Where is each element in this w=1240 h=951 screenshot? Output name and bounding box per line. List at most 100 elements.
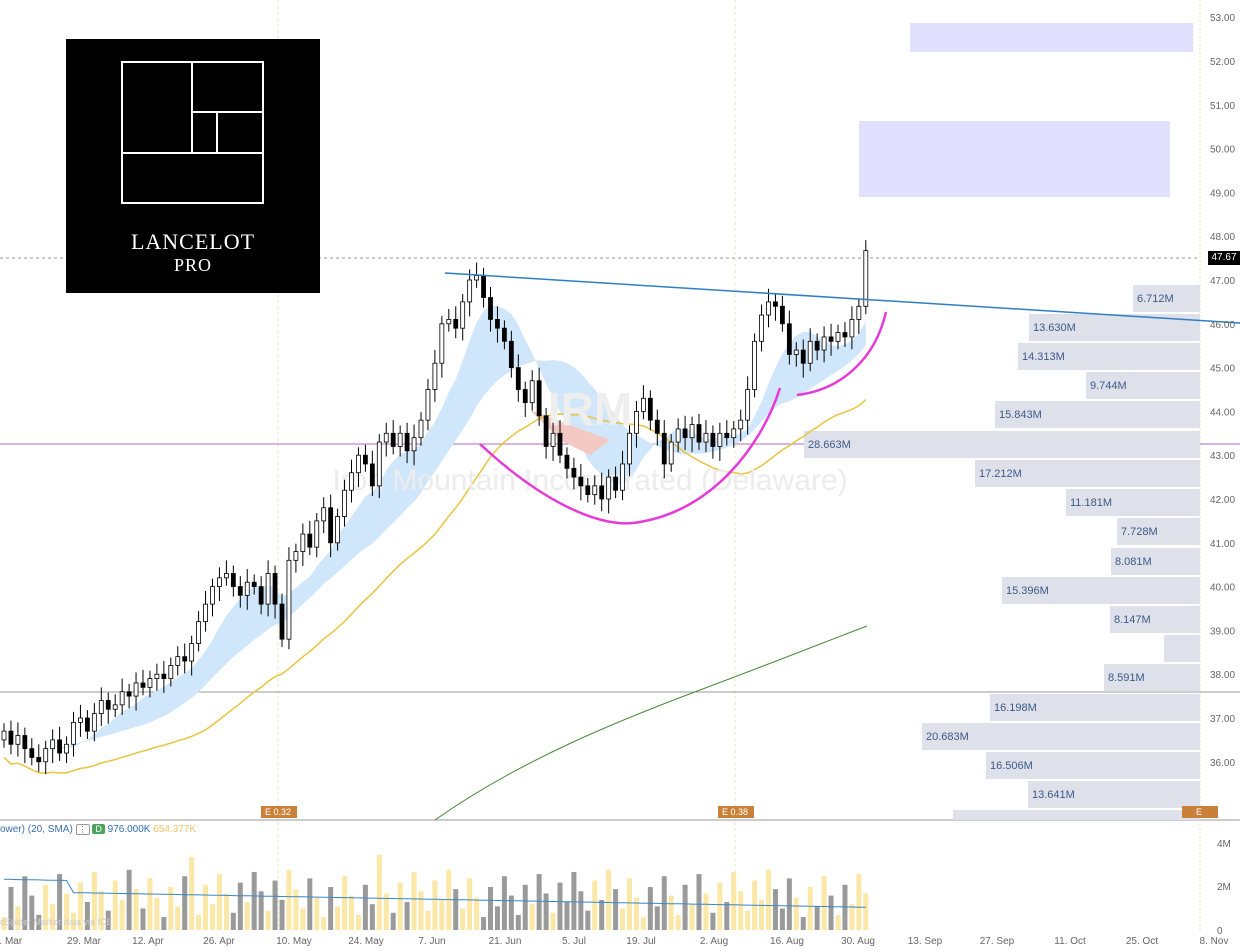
candle-body: [314, 520, 320, 548]
candle-body: [369, 463, 375, 487]
candle-body: [759, 314, 764, 342]
volume-bar: [105, 910, 111, 930]
candle-body: [307, 533, 313, 548]
candle-body: [78, 717, 83, 723]
volume-bars: [1, 854, 869, 930]
y-tick-label: 40.00: [1210, 583, 1235, 594]
candle-body: [342, 489, 347, 517]
candle-body: [230, 573, 236, 588]
volume-profile-label: 15.396M: [1006, 585, 1049, 597]
candle-body: [210, 586, 215, 605]
earnings-label: E: [1196, 807, 1202, 817]
volume-profile-bar: [1133, 285, 1200, 312]
volume-bar: [682, 884, 688, 930]
volume-profile-label: 13.630M: [1033, 322, 1076, 334]
candle-body: [91, 713, 97, 732]
candle-body: [627, 432, 632, 465]
volume-bar: [425, 910, 431, 930]
axes: 36.00 37.00 38.00 39.00 40.00 41.00 42.00 43.00…: [0, 13, 1235, 947]
candle-body: [606, 476, 612, 500]
ema-band-bearish: [530, 410, 610, 455]
candle-body: [515, 367, 521, 390]
logo-subtitle: PRO: [173, 255, 212, 275]
volume-bar: [494, 906, 500, 930]
candle-body: [835, 332, 841, 342]
candle-body: [29, 748, 35, 758]
volume-bar: [731, 871, 737, 930]
y-tick-label: 36.00: [1210, 758, 1235, 769]
cup-curve: [479, 387, 782, 525]
volume-bar: [22, 876, 28, 930]
candle-body: [196, 621, 202, 644]
candle-body: [710, 432, 716, 447]
y-tick-label: 44.00: [1210, 407, 1235, 418]
volume-bar: [251, 871, 257, 930]
earnings-marker: [1182, 806, 1218, 818]
volume-study-label[interactable]: ower) (20, SMA) ⋮ D 976.000K 654.377K: [0, 824, 196, 835]
supply-zone: [859, 121, 1170, 197]
volume-bar: [244, 902, 250, 930]
volume-bar: [140, 908, 146, 930]
volume-bar: [15, 906, 21, 930]
y-tick-label: 52.00: [1210, 57, 1235, 68]
x-tick-label: 21. Jun: [489, 936, 522, 947]
volume-bar: [133, 889, 139, 930]
volume-bar: [474, 897, 480, 930]
x-tick-label: 30. Aug: [841, 936, 875, 947]
lancelot-logo: LANCELOT PRO: [66, 39, 320, 293]
candle-body: [717, 432, 723, 447]
volume-bar: [84, 902, 90, 930]
candle-body: [432, 362, 438, 390]
volume-bar: [627, 878, 632, 930]
volume-profile-label: 8.591M: [1108, 672, 1145, 684]
volume-tick-label: 4M: [1217, 839, 1231, 850]
volume-bar: [210, 904, 215, 930]
y-tick-label: 41.00: [1210, 539, 1235, 550]
candle-body: [237, 586, 243, 596]
volume-profile-label: 17.212M: [979, 468, 1022, 480]
volume-bar: [216, 874, 222, 930]
ema-band-fill: [4, 305, 866, 749]
volume-bar: [550, 912, 556, 930]
volume-bar: [64, 893, 70, 930]
candle-body: [182, 656, 188, 662]
volume-bar: [654, 906, 660, 930]
volume-profile-label: 16.506M: [990, 760, 1033, 772]
volume-bar: [828, 895, 834, 930]
candle-body: [661, 432, 667, 465]
candle-body: [613, 476, 618, 491]
candle-body: [43, 748, 49, 763]
volume-bar: [119, 899, 125, 930]
candle-body: [140, 682, 146, 688]
symbol-watermark: IRM: [548, 383, 632, 435]
volume-bar: [599, 899, 605, 930]
candle-body: [168, 665, 174, 679]
volume-bar: [439, 899, 445, 930]
study-menu-icon[interactable]: ⋮: [75, 824, 90, 835]
volume-profile-label: 7.728M: [1121, 526, 1158, 538]
volume-bar: [675, 914, 681, 930]
volume-profile-label: 14.313M: [1022, 351, 1065, 363]
volume-bar: [529, 904, 535, 930]
candle-body: [411, 437, 417, 452]
y-tick-label: 45.00: [1210, 364, 1235, 375]
candle-body: [793, 349, 799, 355]
candle-body: [279, 603, 285, 640]
volume-bar: [432, 880, 438, 930]
volume-profile-label: 9.744M: [1090, 380, 1127, 392]
volume-profile-bar: [804, 431, 1200, 458]
candle-body: [203, 603, 208, 623]
volume-bar: [91, 871, 97, 930]
volume-bar: [710, 912, 716, 930]
volume-bar: [508, 895, 514, 930]
y-tick-label: 48.00: [1210, 232, 1235, 243]
candle-body: [543, 415, 549, 447]
volume-bar: [397, 882, 403, 930]
volume-bar: [564, 902, 570, 930]
candle-body: [522, 389, 528, 404]
volume-bar: [71, 912, 76, 930]
candle-body: [119, 691, 125, 706]
candle-body: [272, 573, 278, 605]
candle-body: [105, 700, 111, 710]
